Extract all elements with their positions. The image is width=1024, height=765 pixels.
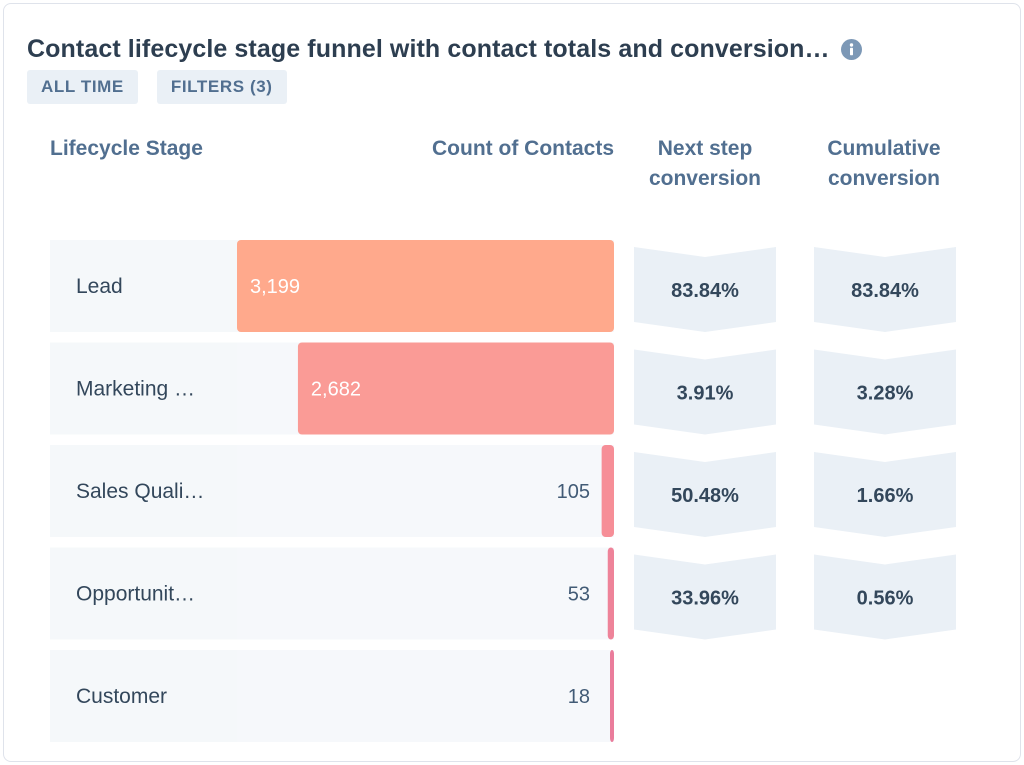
column-header-cumulative: Cumulative conversion <box>827 137 941 190</box>
funnel-bar <box>607 547 614 640</box>
next-step-conversion-value: 83.84% <box>671 280 739 302</box>
count-label: 2,682 <box>311 379 361 401</box>
bar-track <box>237 650 614 742</box>
stage-cell-bg <box>50 445 237 537</box>
next-step-conversion-value: 50.48% <box>671 485 739 507</box>
count-label: 53 <box>568 584 590 606</box>
count-label: 3,199 <box>250 276 300 298</box>
column-header-stage: Lifecycle Stage <box>50 137 203 160</box>
count-label: 105 <box>557 481 590 503</box>
bar-track <box>237 547 614 640</box>
stage-label: Opportunit… <box>76 583 195 606</box>
stage-cell-bg <box>50 650 237 742</box>
cumulative-chevron <box>814 554 956 640</box>
cumulative-conversion-value: 0.56% <box>857 588 914 610</box>
column-header-next-step: Next step conversion <box>648 137 762 190</box>
next-step-chevron <box>634 247 776 332</box>
title-row: Contact lifecycle stage funnel with cont… <box>27 32 862 66</box>
funnel-bar <box>601 445 614 537</box>
funnel-bar <box>237 240 614 332</box>
report-title: Contact lifecycle stage funnel with cont… <box>27 34 830 63</box>
cumulative-chevron <box>814 452 956 537</box>
date-range-chip[interactable]: ALL TIME <box>27 70 138 104</box>
cumulative-conversion-value: 1.66% <box>857 485 914 507</box>
funnel-bar <box>610 650 614 742</box>
cumulative-conversion-value: 3.28% <box>857 383 914 405</box>
cumulative-chevron <box>814 349 956 435</box>
stage-label: Sales Quali… <box>76 480 204 503</box>
filter-chips: ALL TIME FILTERS (3) <box>27 70 287 104</box>
stage-cell-bg <box>50 240 237 332</box>
funnel-bar <box>297 342 614 435</box>
next-step-chevron <box>634 554 776 640</box>
info-icon[interactable] <box>840 38 862 60</box>
count-label: 18 <box>568 686 590 708</box>
stage-label: Lead <box>76 275 123 298</box>
cumulative-chevron <box>814 247 956 332</box>
next-step-chevron <box>634 349 776 435</box>
cumulative-conversion-value: 83.84% <box>851 280 919 302</box>
column-header-count: Count of Contacts <box>432 137 614 160</box>
next-step-conversion-value: 3.91% <box>677 383 734 405</box>
filters-chip[interactable]: FILTERS (3) <box>156 70 287 104</box>
next-step-chevron <box>634 452 776 537</box>
bar-track <box>237 445 614 537</box>
stage-label: Marketing … <box>76 378 195 401</box>
stage-cell-bg <box>50 342 237 435</box>
stage-cell-bg <box>50 547 237 640</box>
stage-label: Customer <box>76 685 167 708</box>
info-glyph <box>849 42 853 55</box>
next-step-conversion-value: 33.96% <box>671 588 739 610</box>
